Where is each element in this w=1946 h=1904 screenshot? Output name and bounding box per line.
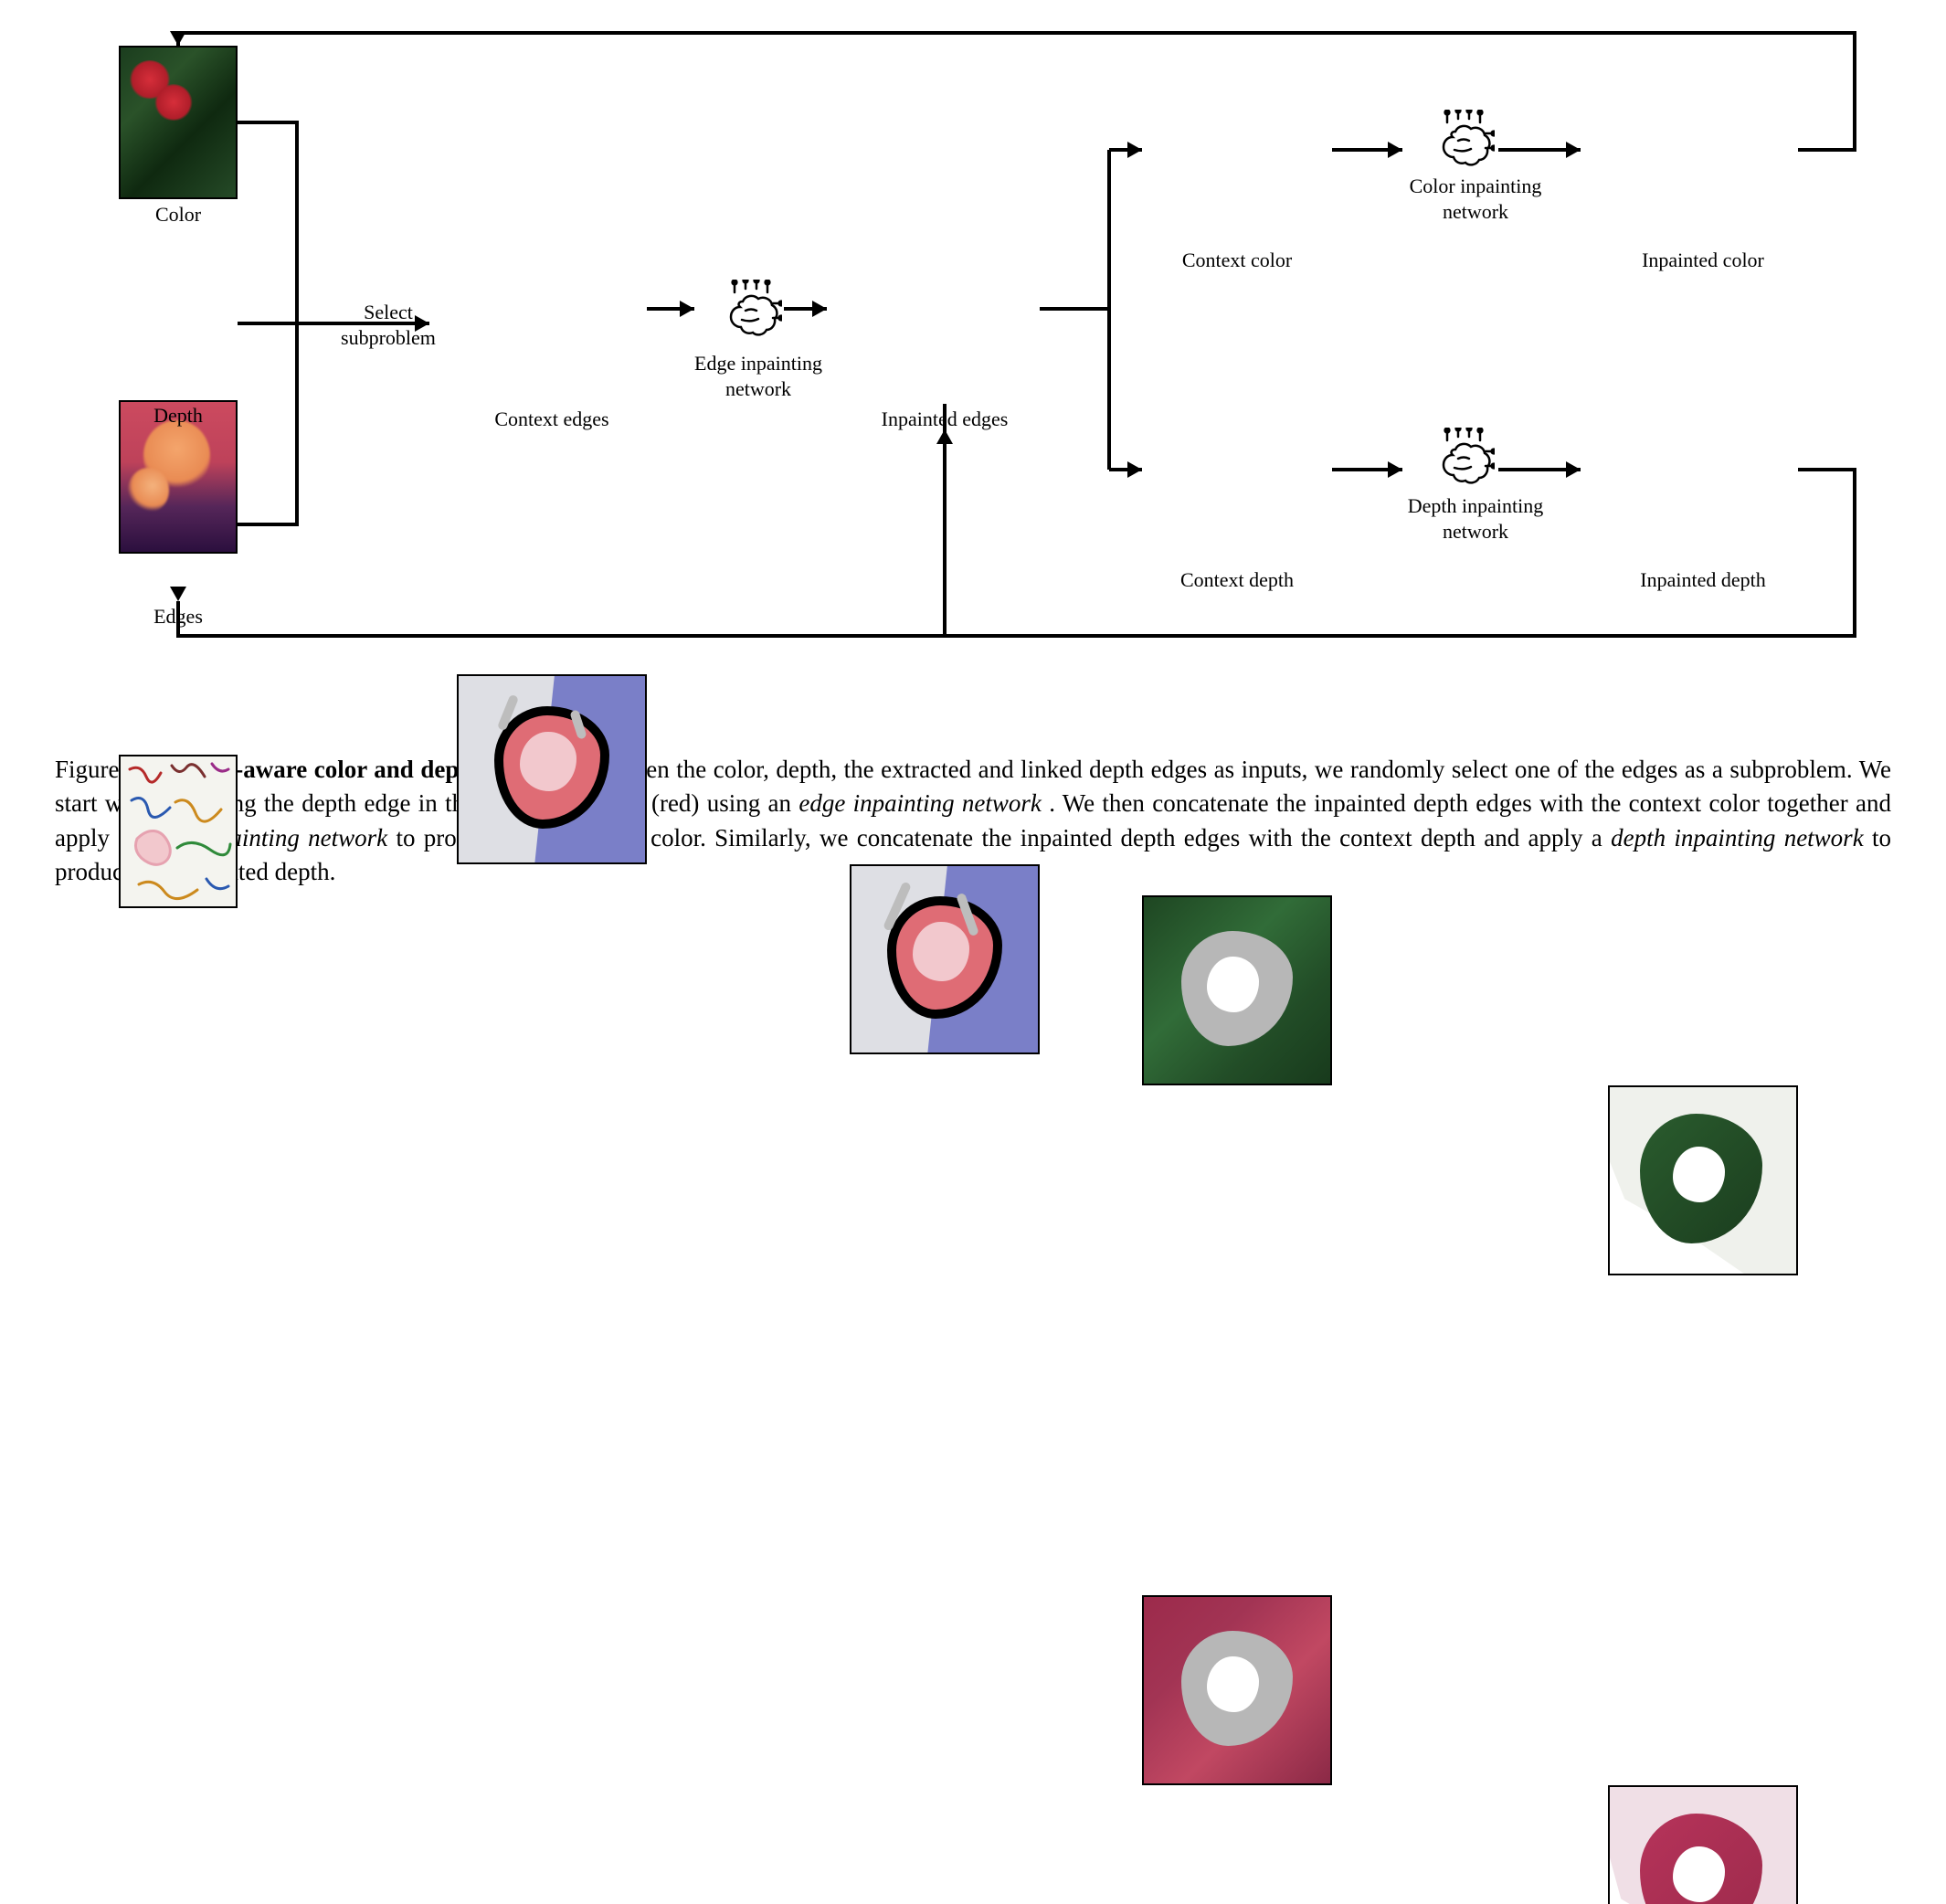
brain-icon bbox=[1433, 110, 1495, 172]
label-select-subproblem: Select subproblem bbox=[329, 300, 448, 350]
panel-inpainted-edges bbox=[850, 864, 1040, 1054]
text: Depth inpainting bbox=[1408, 494, 1543, 517]
label-depth: Depth bbox=[119, 404, 238, 428]
text: Color inpainting bbox=[1410, 175, 1542, 197]
label-context-depth: Context depth bbox=[1142, 568, 1332, 592]
text: network bbox=[1443, 200, 1508, 223]
text: network bbox=[725, 377, 791, 400]
text: Select bbox=[364, 301, 413, 323]
label-inpainted-edges: Inpainted edges bbox=[850, 407, 1040, 431]
edges-squiggle-icon bbox=[121, 756, 239, 910]
label-context-color: Context color bbox=[1142, 249, 1332, 272]
label-inpainted-color: Inpainted color bbox=[1608, 249, 1798, 272]
label-context-edges: Context edges bbox=[457, 407, 647, 431]
panel-inpainted-color bbox=[1608, 1085, 1798, 1275]
label-inpainted-depth: Inpainted depth bbox=[1608, 568, 1798, 592]
text: subproblem bbox=[341, 326, 436, 349]
label-color: Color bbox=[119, 203, 238, 227]
panel-inpainted-depth bbox=[1608, 1785, 1798, 1904]
caption-italic: edge inpainting network bbox=[798, 789, 1042, 817]
panel-context-color bbox=[1142, 895, 1332, 1085]
arrow-layer bbox=[55, 18, 1891, 731]
tile-edges bbox=[119, 755, 238, 908]
label-depth-network: Depth inpainting network bbox=[1398, 493, 1553, 544]
label-edge-network: Edge inpainting network bbox=[685, 351, 831, 401]
caption-italic: depth inpainting network bbox=[1611, 824, 1864, 852]
figure-diagram: Color Depth Edges Context edges bbox=[55, 18, 1891, 731]
brain-icon bbox=[720, 280, 782, 342]
panel-context-edges bbox=[457, 674, 647, 864]
text: network bbox=[1443, 520, 1508, 543]
label-color-network: Color inpainting network bbox=[1398, 174, 1553, 224]
label-edges: Edges bbox=[119, 605, 238, 629]
tile-color bbox=[119, 46, 238, 199]
brain-icon bbox=[1433, 428, 1495, 490]
text: Edge inpainting bbox=[694, 352, 822, 375]
panel-context-depth bbox=[1142, 1595, 1332, 1785]
